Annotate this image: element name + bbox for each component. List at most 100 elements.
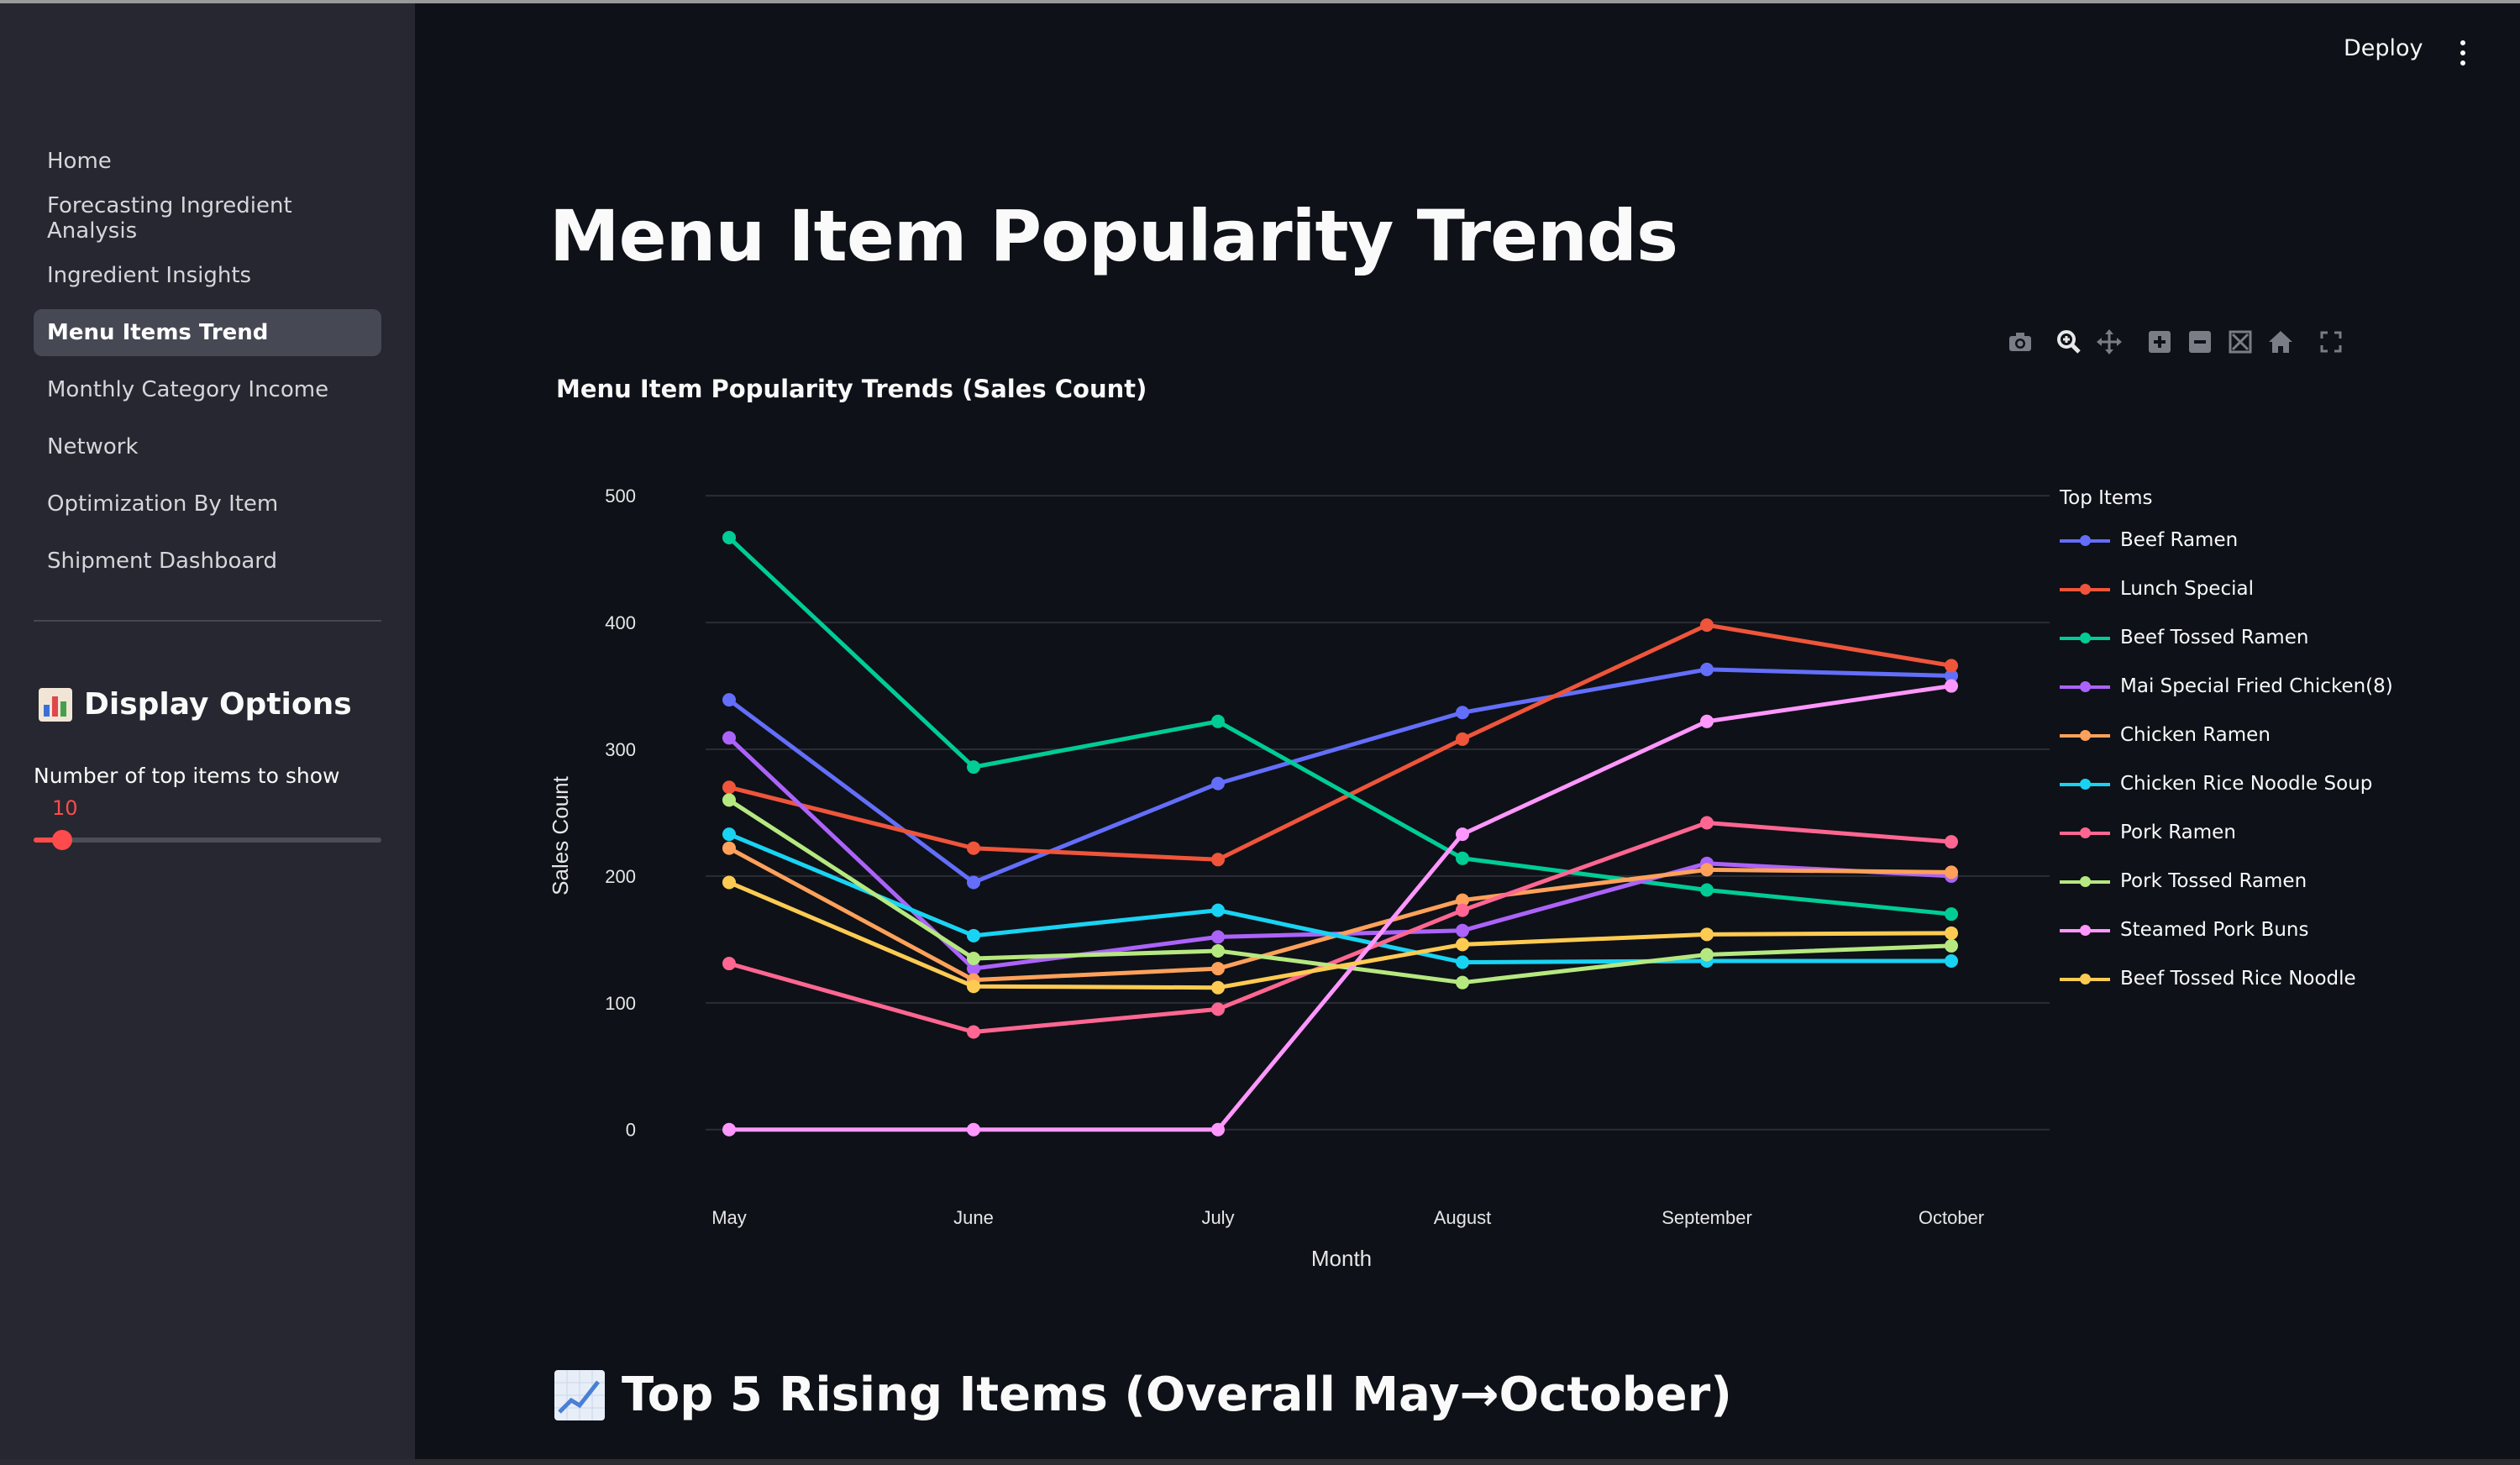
legend-item[interactable]: Lunch Special xyxy=(2060,564,2393,613)
series-line xyxy=(727,667,1952,885)
slider-value: 10 xyxy=(52,796,78,820)
data-point xyxy=(1700,618,1714,633)
zoom-in-icon[interactable] xyxy=(2145,328,2174,356)
legend-swatch xyxy=(2060,873,2110,890)
data-point xyxy=(967,979,980,994)
data-point xyxy=(1456,903,1469,917)
data-point xyxy=(1211,943,1225,958)
y-axis-label: Sales Count xyxy=(548,775,573,895)
y-tick-label: 500 xyxy=(605,486,636,507)
legend-item[interactable]: Chicken Ramen xyxy=(2060,711,2393,759)
data-point xyxy=(1700,948,1714,962)
slider-track[interactable] xyxy=(34,838,381,843)
sidebar-item-label: Shipment Dashboard xyxy=(47,549,278,574)
y-tick-label: 300 xyxy=(605,739,636,760)
page-title: Menu Item Popularity Trends xyxy=(549,195,1678,277)
sidebar-item-network[interactable]: Network xyxy=(34,423,381,470)
legend-swatch xyxy=(2060,580,2110,597)
legend-swatch xyxy=(2060,824,2110,841)
x-tick-label: October xyxy=(1919,1207,1984,1228)
display-options-title: Display Options xyxy=(84,687,352,722)
bar-chart-icon xyxy=(39,687,72,722)
data-point xyxy=(1700,883,1714,897)
slider-label: Number of top items to show xyxy=(34,764,340,788)
sidebar-item-monthly-category-income[interactable]: Monthly Category Income xyxy=(34,366,381,413)
slider-thumb[interactable] xyxy=(52,830,72,850)
window-bottom-border xyxy=(0,1459,2520,1465)
data-point xyxy=(1700,863,1714,877)
legend-label: Mai Special Fried Chicken(8) xyxy=(2120,675,2393,697)
legend-label: Chicken Ramen xyxy=(2120,724,2271,746)
data-point xyxy=(1211,853,1225,867)
legend-item[interactable]: Beef Tossed Rice Noodle xyxy=(2060,954,2393,1003)
pan-icon[interactable] xyxy=(2095,328,2124,356)
legend-label: Pork Ramen xyxy=(2120,822,2236,843)
legend-title: Top Items xyxy=(2060,487,2153,509)
data-point xyxy=(967,928,980,943)
sidebar-item-menu-items-trend[interactable]: Menu Items Trend xyxy=(34,309,381,356)
sidebar-item-forecasting-ingredient-analysis[interactable]: Forecasting Ingredient Analysis xyxy=(34,193,381,244)
legend-item[interactable]: Beef Ramen xyxy=(2060,516,2393,564)
legend-item[interactable]: Pork Ramen xyxy=(2060,808,2393,857)
zoom-out-icon[interactable] xyxy=(2186,328,2214,356)
line-chart[interactable]: 0 100 200 300 400 500 May June July August Septemb… xyxy=(538,454,2050,1285)
data-point xyxy=(722,827,736,842)
section-title: Top 5 Rising Items (Overall May→October) xyxy=(622,1368,1732,1422)
series-line xyxy=(727,536,1952,916)
data-point xyxy=(1456,851,1469,865)
legend-label: Beef Tossed Ramen xyxy=(2120,627,2309,648)
data-point xyxy=(1700,816,1714,830)
data-point xyxy=(722,875,736,890)
legend-item[interactable]: Chicken Rice Noodle Soup xyxy=(2060,759,2393,808)
data-point xyxy=(1211,1122,1225,1137)
sidebar-item-label: Monthly Category Income xyxy=(47,377,329,402)
data-point xyxy=(1456,732,1469,746)
sidebar-item-shipment-dashboard[interactable]: Shipment Dashboard xyxy=(34,538,381,585)
sidebar-item-label: Home xyxy=(47,149,112,174)
deploy-button[interactable]: Deploy xyxy=(2344,35,2423,61)
chart-legend: Top Items Beef Ramen Lunch Special Beef To… xyxy=(2060,487,2393,1003)
legend-swatch xyxy=(2060,532,2110,549)
legend-swatch xyxy=(2060,775,2110,792)
home-icon[interactable] xyxy=(2266,328,2295,356)
legend-item[interactable]: Pork Tossed Ramen xyxy=(2060,857,2393,906)
slider-fill xyxy=(34,838,62,843)
camera-icon[interactable] xyxy=(2006,328,2034,356)
legend-label: Steamed Pork Buns xyxy=(2120,919,2309,941)
data-point xyxy=(1945,865,1958,880)
legend-item[interactable]: Beef Tossed Ramen xyxy=(2060,613,2393,662)
fullscreen-icon[interactable] xyxy=(2317,328,2345,356)
zoom-icon[interactable] xyxy=(2055,328,2083,356)
x-tick-label: August xyxy=(1434,1207,1492,1228)
sidebar-item-label: Forecasting Ingredient Analysis xyxy=(47,193,292,244)
sidebar-item-home[interactable]: Home xyxy=(34,138,381,185)
chart-title: Menu Item Popularity Trends (Sales Count… xyxy=(556,375,1147,403)
chart-modebar xyxy=(2006,328,2345,356)
data-point xyxy=(1456,923,1469,937)
data-point xyxy=(722,841,736,855)
sidebar-item-ingredient-insights[interactable]: Ingredient Insights xyxy=(34,252,381,299)
legend-label: Beef Ramen xyxy=(2120,529,2239,551)
y-tick-label: 400 xyxy=(605,612,636,633)
data-point xyxy=(1211,962,1225,976)
legend-item[interactable]: Steamed Pork Buns xyxy=(2060,906,2393,954)
legend-swatch xyxy=(2060,970,2110,987)
main-menu-icon[interactable] xyxy=(2454,39,2471,67)
legend-swatch xyxy=(2060,629,2110,646)
series-line xyxy=(728,622,1952,862)
y-tick-label: 200 xyxy=(605,866,636,887)
data-point xyxy=(722,1122,736,1137)
data-point xyxy=(1456,975,1469,990)
data-point xyxy=(1456,937,1469,952)
legend-label: Beef Tossed Rice Noodle xyxy=(2120,968,2356,990)
sidebar-item-label: Ingredient Insights xyxy=(47,263,252,288)
data-point xyxy=(967,760,980,775)
autoscale-icon[interactable] xyxy=(2226,328,2255,356)
legend-item[interactable]: Mai Special Fried Chicken(8) xyxy=(2060,662,2393,711)
data-point xyxy=(1700,714,1714,728)
data-point xyxy=(722,731,736,745)
sidebar-item-label: Menu Items Trend xyxy=(47,320,269,345)
data-point xyxy=(1945,954,1958,969)
sidebar-item-optimization-by-item[interactable]: Optimization By Item xyxy=(34,480,381,528)
sidebar-nav: Home Forecasting Ingredient Analysis Ing… xyxy=(34,138,381,595)
